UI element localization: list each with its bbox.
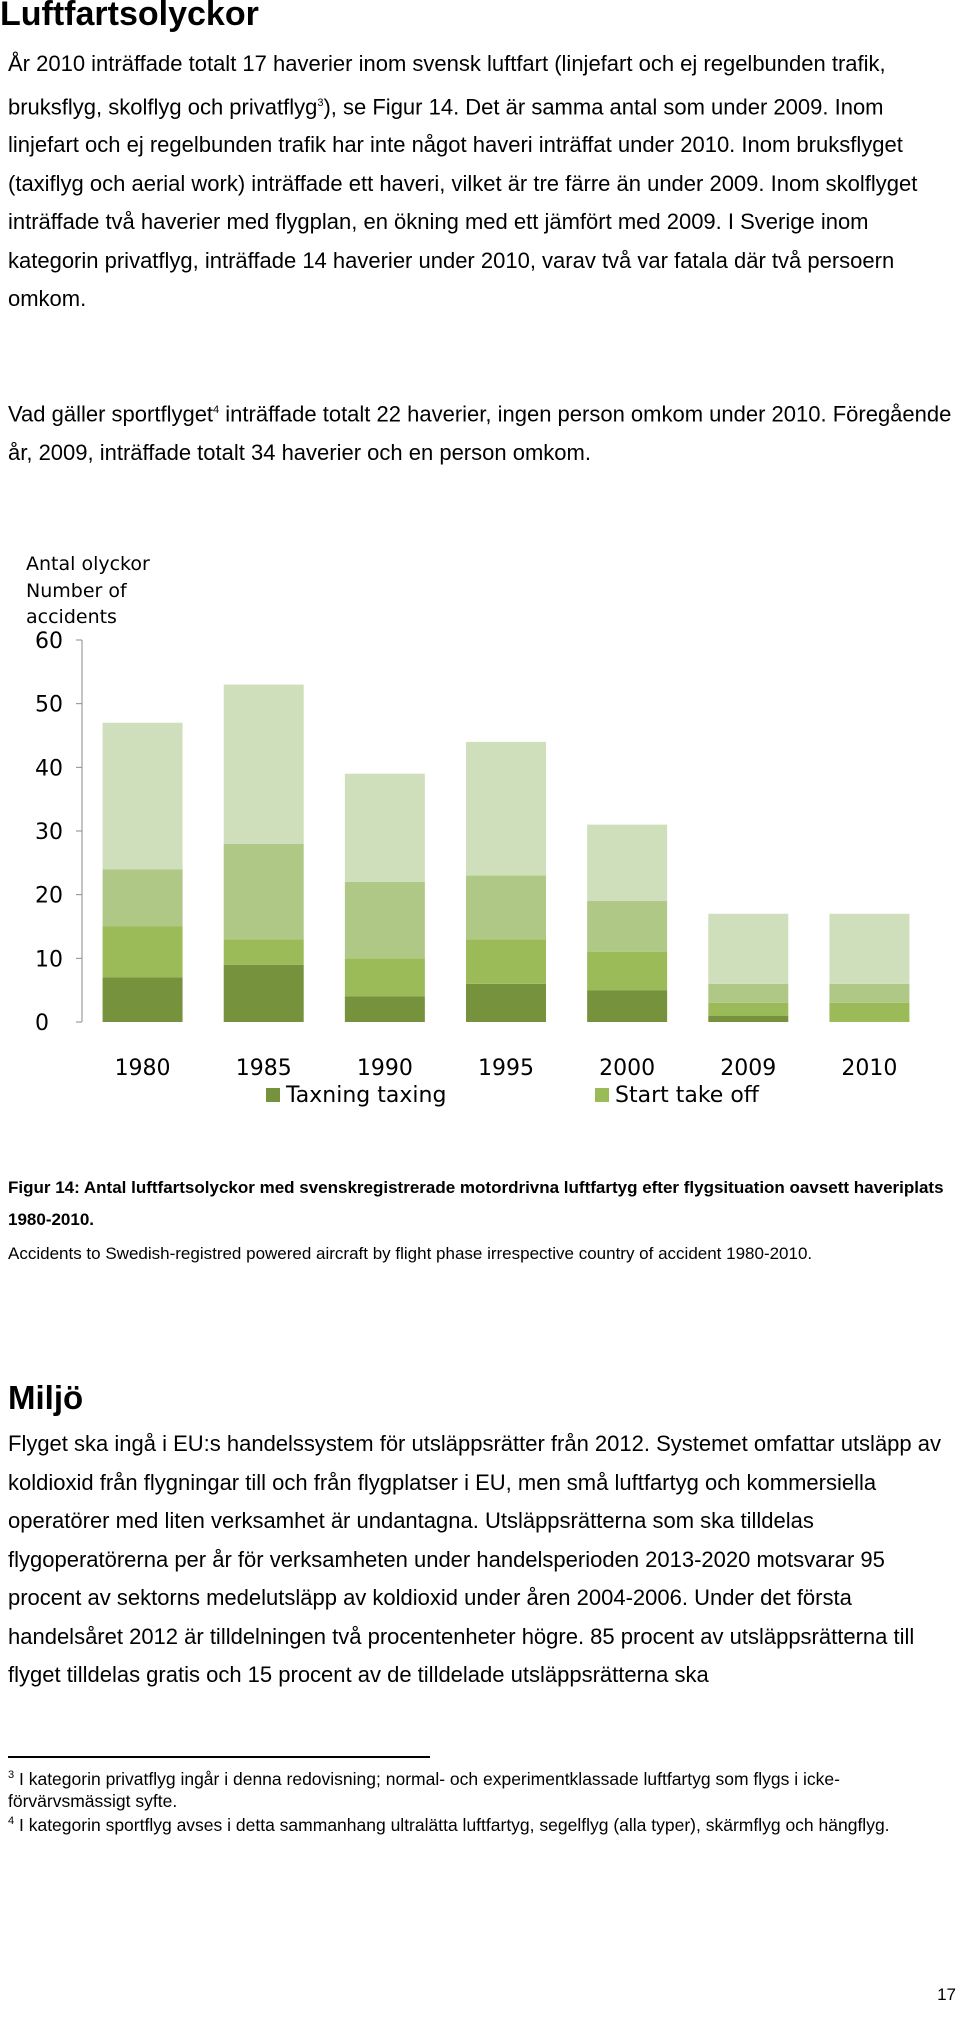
bar-segment bbox=[102, 977, 183, 1022]
bar-segment bbox=[223, 939, 304, 965]
paragraph-text: År 2010 inträffade totalt 17 haverier in… bbox=[8, 51, 886, 119]
legend-swatch bbox=[266, 1088, 280, 1102]
section-heading-luftfartsolyckor: Luftfartsolyckor bbox=[0, 0, 259, 33]
x-tick-label: 1995 bbox=[478, 1056, 534, 1081]
stacked-bar-chart: Antal olyckor Number of accidents 0 10 20 30… bbox=[0, 540, 960, 1130]
paragraph-environment: Flyget ska ingå i EU:s handelssystem för… bbox=[8, 1431, 941, 1687]
paragraph-text: inträffade totalt 22 haverier, ingen per… bbox=[8, 401, 952, 465]
x-tick-label: 2000 bbox=[599, 1056, 655, 1081]
y-tick-label: 40 bbox=[35, 756, 63, 781]
bar-segment bbox=[344, 996, 425, 1022]
bar-segment bbox=[466, 983, 546, 1022]
bar-segment bbox=[829, 913, 910, 984]
bar-segment bbox=[466, 741, 546, 876]
footnote-text: I kategorin privatflyg ingår i denna red… bbox=[8, 1768, 840, 1811]
figure-caption-en: Accidents to Swedish-registred powered a… bbox=[8, 1244, 813, 1263]
footnote-ref: 3 bbox=[317, 96, 324, 109]
bar-segment bbox=[708, 1002, 789, 1016]
bar-segment bbox=[829, 1002, 910, 1022]
bar-segment bbox=[223, 684, 304, 844]
paragraph-text: Vad gäller sportflyget bbox=[8, 401, 214, 427]
section-heading-miljo: Miljö bbox=[8, 1379, 84, 1416]
y-tick-label: 20 bbox=[35, 884, 63, 909]
bar-segment bbox=[223, 843, 304, 940]
paragraph-text: ), se Figur 14. Det är samma antal som u… bbox=[8, 93, 918, 312]
bar-segment bbox=[708, 1015, 789, 1022]
y-tick-label: 50 bbox=[35, 693, 63, 718]
page-number: 17 bbox=[937, 1985, 956, 2004]
bar-segment bbox=[102, 926, 183, 978]
x-tick-label: 1990 bbox=[357, 1056, 413, 1081]
chart-svg: Antal olyckor Number of accidents 0 10 20 30… bbox=[26, 553, 910, 1108]
paragraph-sportflyg: Vad gäller sportflyget4 inträffade total… bbox=[8, 391, 958, 472]
bar-segment bbox=[587, 990, 668, 1022]
footnote-4: 4 I kategorin sportflyg avses i detta sa… bbox=[8, 1810, 958, 1836]
bar-segment bbox=[223, 964, 304, 1022]
bar-segment bbox=[102, 722, 183, 870]
bar-segment bbox=[587, 951, 668, 991]
y-axis-label-sv: Antal olyckor bbox=[26, 553, 150, 575]
footnote-number: 3 bbox=[8, 1769, 15, 1781]
y-tick-label: 30 bbox=[35, 820, 63, 845]
x-tick-label: 1985 bbox=[236, 1056, 292, 1081]
paragraph-accidents-2010: År 2010 inträffade totalt 17 haverier in… bbox=[8, 45, 958, 319]
bar-segment bbox=[466, 875, 546, 940]
y-axis-label-en: Number of accidents bbox=[26, 580, 128, 628]
legend-swatch bbox=[595, 1088, 609, 1102]
x-tick-label: 2010 bbox=[841, 1056, 897, 1081]
footnote-text: I kategorin sportflyg avses i detta samm… bbox=[14, 1814, 890, 1835]
bar-segment bbox=[466, 939, 546, 984]
bar-segment bbox=[344, 881, 425, 959]
footnote-number: 4 bbox=[8, 1815, 15, 1827]
y-tick-label: 10 bbox=[35, 947, 63, 972]
bar-segment bbox=[344, 773, 425, 882]
footnote-ref: 4 bbox=[213, 404, 220, 416]
legend-label: Start take off bbox=[615, 1083, 760, 1108]
bar-segment bbox=[344, 958, 425, 997]
footnote-divider bbox=[8, 1756, 430, 1758]
footnote-3: 3 I kategorin privatflyg ingår i denna r… bbox=[8, 1764, 958, 1812]
y-tick-label: 60 bbox=[35, 629, 63, 654]
bar-segment bbox=[587, 901, 668, 952]
y-tick-label: 0 bbox=[35, 1011, 49, 1036]
bar-segment bbox=[708, 983, 789, 1003]
bar-segment bbox=[102, 869, 183, 927]
bar-segment bbox=[708, 913, 789, 984]
x-tick-label: 2009 bbox=[720, 1056, 776, 1081]
figure-caption-sv: Figur 14: Antal luftfartsolyckor med sve… bbox=[8, 1178, 944, 1229]
x-tick-label: 1980 bbox=[115, 1056, 171, 1081]
bar-segment bbox=[829, 983, 910, 1003]
legend-label: Taxning taxing bbox=[285, 1083, 446, 1108]
bar-segment bbox=[587, 824, 668, 902]
